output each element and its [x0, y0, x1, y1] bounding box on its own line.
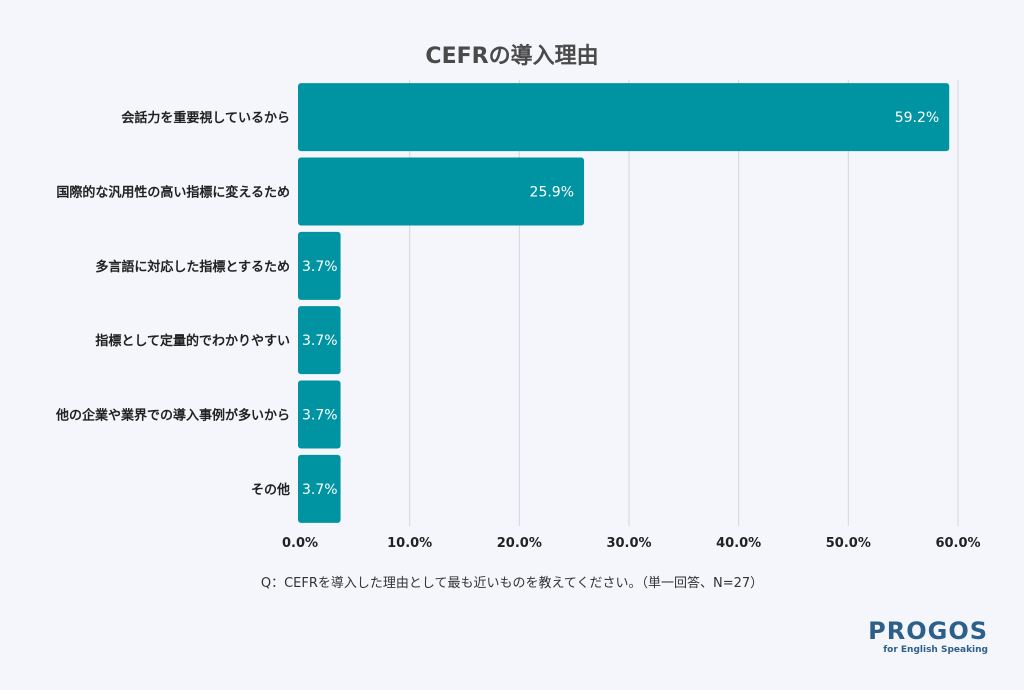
bar — [298, 454, 341, 523]
logo-name: PROGOS — [868, 617, 988, 645]
category-label: その他 — [251, 482, 290, 498]
x-tick-label: 10.0% — [387, 536, 432, 551]
category-label: 会話力を重要視しているから — [121, 110, 290, 126]
question-footnote: Q：CEFRを導入した理由として最も近いものを教えてください。（単一回答、N=2… — [260, 576, 764, 591]
x-tick-label: 20.0% — [497, 536, 542, 551]
category-label: 指標として定量的でわかりやすい — [95, 333, 290, 349]
bar-value-label: 3.7% — [302, 408, 338, 424]
bar — [298, 83, 950, 152]
x-tick-label: 30.0% — [606, 536, 651, 551]
chart-title: CEFRの導入理由 — [425, 44, 599, 69]
logo-tagline: for English Speaking — [883, 645, 988, 655]
bar-value-label: 25.9% — [530, 185, 574, 201]
progos-logo: PROGOS for English Speaking — [868, 618, 988, 655]
bars: 59.2% 25.9% 3.7% 3.7% 3.7% 3.7% — [298, 83, 950, 523]
x-tick-label: 60.0% — [935, 536, 980, 551]
bar-value-label: 59.2% — [895, 110, 939, 126]
x-tick-label: 40.0% — [716, 536, 761, 551]
bar — [298, 306, 341, 375]
category-labels: 会話力を重要視しているから国際的な汎用性の高い指標に変えるため多言語に対応した指… — [55, 110, 290, 498]
bar-value-label: 3.7% — [302, 333, 338, 349]
bar-value-label: 3.7% — [302, 482, 338, 498]
category-label: 多言語に対応した指標とするため — [95, 259, 290, 275]
bar-value-label: 3.7% — [302, 259, 338, 275]
x-tick-label: 0.0% — [282, 536, 318, 551]
grid-lines — [409, 80, 959, 526]
category-label: 国際的な汎用性の高い指標に変えるため — [56, 185, 290, 201]
x-axis-ticks: 0.0% 10.0% 20.0% 30.0% 40.0% 50.0% 60.0% — [282, 536, 981, 551]
category-label: 他の企業や業界での導入事例が多いから — [55, 408, 290, 424]
x-tick-label: 50.0% — [826, 536, 871, 551]
bar — [298, 380, 341, 449]
bar — [298, 231, 341, 300]
bar — [298, 157, 585, 226]
